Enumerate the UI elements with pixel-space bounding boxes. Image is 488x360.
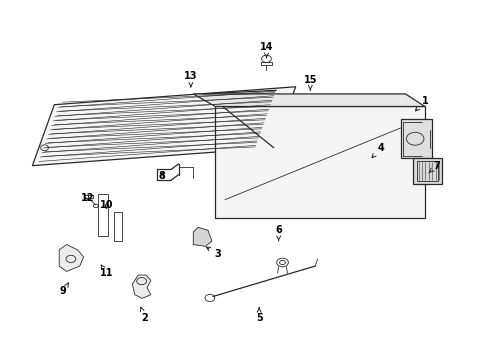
Polygon shape (400, 119, 431, 158)
Polygon shape (32, 87, 295, 166)
Polygon shape (412, 158, 441, 184)
Text: 13: 13 (184, 71, 197, 87)
Text: 12: 12 (81, 193, 94, 203)
Text: 5: 5 (255, 307, 262, 323)
Polygon shape (132, 275, 151, 298)
Text: 2: 2 (140, 307, 147, 323)
Text: 15: 15 (303, 75, 316, 90)
Text: 4: 4 (371, 143, 384, 158)
Polygon shape (193, 94, 424, 107)
Text: 8: 8 (158, 171, 165, 181)
Polygon shape (59, 244, 83, 271)
Text: 14: 14 (259, 42, 273, 58)
Text: 9: 9 (60, 283, 68, 296)
Polygon shape (193, 227, 211, 246)
Text: 11: 11 (100, 265, 114, 278)
Text: 10: 10 (100, 200, 114, 210)
Text: 7: 7 (428, 161, 440, 173)
Text: 1: 1 (415, 96, 427, 111)
Text: 6: 6 (275, 225, 282, 241)
Polygon shape (215, 107, 424, 218)
Text: 3: 3 (206, 247, 221, 258)
